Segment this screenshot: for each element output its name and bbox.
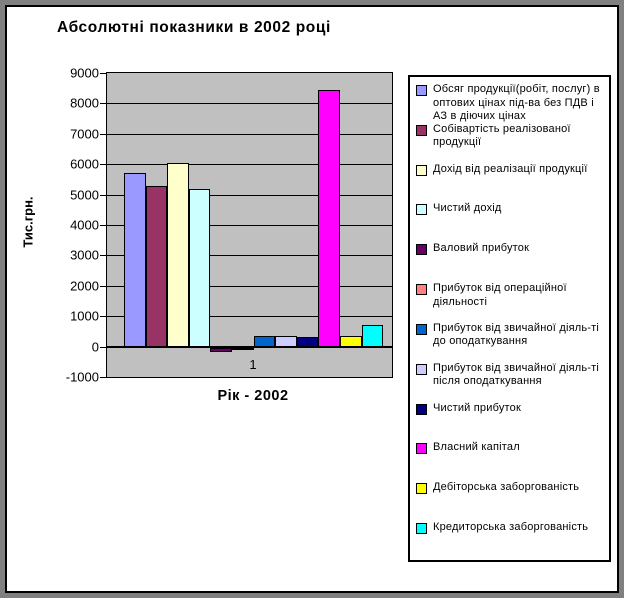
legend-label: Власний капітал — [433, 441, 520, 454]
legend-item[interactable]: Валовий прибуток — [416, 239, 607, 279]
legend-swatch-icon — [416, 363, 427, 375]
gridline — [107, 255, 392, 257]
gridline — [107, 164, 392, 166]
y-tick-mark — [100, 316, 106, 318]
legend-swatch-icon — [416, 443, 427, 455]
bar-series-10[interactable] — [318, 90, 340, 347]
bar-series-8[interactable] — [275, 336, 297, 347]
legend-swatch-icon — [416, 523, 427, 535]
gridline — [107, 225, 392, 226]
bar-series-3[interactable] — [167, 163, 189, 347]
category-axis-line — [107, 345, 392, 348]
legend-label: Прибуток від звичайної діяль-ті до опода… — [433, 321, 600, 348]
y-tick-mark — [100, 73, 106, 74]
y-tick-label: 7000 — [70, 126, 99, 142]
legend-label: Кредиторська заборгованість — [433, 521, 589, 534]
plot-area[interactable]: 1 — [106, 72, 393, 378]
legend-label: Прибуток від операційної діяльності — [433, 282, 567, 308]
gridline — [107, 133, 392, 135]
legend-item[interactable]: Прибуток від звичайної діяль-ті до опода… — [416, 319, 607, 359]
legend-swatch-icon — [416, 483, 427, 495]
legend[interactable]: Обсяг продукції(робіт, послуг) в оптових… — [408, 75, 611, 562]
legend-item[interactable]: Прибуток від операційної діяльності — [416, 279, 607, 319]
bar-series-5[interactable] — [210, 347, 232, 353]
y-tick-label: 5000 — [70, 187, 99, 203]
bar-series-4[interactable] — [188, 189, 211, 347]
legend-item[interactable]: Дебіторська заборгованість — [416, 478, 607, 518]
gridline — [107, 103, 392, 105]
y-tick-mark — [100, 377, 106, 378]
legend-swatch-icon — [416, 284, 427, 296]
legend-item[interactable]: Дохід від реалізації продукції — [416, 160, 607, 200]
legend-label: Прибуток від звичайної діяль-ті після оп… — [433, 361, 600, 388]
y-tick-label: 2000 — [70, 278, 99, 294]
chart-title: Абсолютні показники в 2002 році — [57, 19, 331, 36]
legend-swatch-icon — [416, 403, 427, 415]
y-tick-label: 3000 — [70, 247, 99, 263]
legend-item[interactable]: Власний капітал — [416, 438, 607, 478]
bar-series-9[interactable] — [296, 336, 319, 347]
y-tick-mark — [100, 255, 106, 257]
y-tick-mark — [100, 285, 106, 287]
y-tick-label: -1000 — [65, 369, 99, 385]
legend-label: Валовий прибуток — [433, 242, 530, 255]
bar-series-11[interactable] — [340, 336, 362, 347]
x-axis-title: Рік - 2002 — [217, 388, 289, 404]
bar-series-6[interactable] — [232, 347, 254, 351]
legend-swatch-icon — [416, 85, 427, 96]
y-tick-label: 8000 — [70, 95, 99, 111]
gridline — [107, 316, 392, 318]
y-tick-label: 1000 — [70, 308, 99, 324]
legend-swatch-icon — [416, 244, 427, 256]
legend-label: Собівартість реалізованої продукції — [433, 122, 571, 149]
legend-label: Чистий прибуток — [433, 401, 521, 414]
legend-label: Чистий дохід — [433, 202, 502, 215]
bar-series-7[interactable] — [253, 335, 276, 347]
y-tick-mark — [100, 133, 106, 135]
legend-item[interactable]: Чистий прибуток — [416, 399, 607, 439]
y-tick-mark — [100, 194, 106, 196]
y-tick-label: 4000 — [70, 217, 99, 233]
y-tick-mark — [100, 225, 106, 226]
bar-series-2[interactable] — [145, 186, 168, 347]
legend-swatch-icon — [416, 124, 427, 136]
bar-series-1[interactable] — [124, 172, 146, 347]
legend-label: Дебіторська заборгованість — [433, 481, 580, 494]
legend-item[interactable]: Чистий дохід — [416, 199, 607, 239]
gridline — [107, 285, 392, 287]
legend-item[interactable]: Прибуток від звичайної діяль-ті після оп… — [416, 359, 607, 399]
legend-item[interactable]: Кредиторська заборгованість — [416, 518, 607, 558]
chart-canvas: Абсолютні показники в 2002 році Тис.грн.… — [5, 5, 619, 593]
legend-item[interactable]: Собівартість реалізованої продукції — [416, 120, 607, 160]
legend-item[interactable]: Обсяг продукції(робіт, послуг) в оптових… — [416, 80, 607, 122]
legend-swatch-icon — [416, 164, 427, 176]
y-tick-label: 6000 — [70, 156, 99, 172]
legend-swatch-icon — [416, 323, 427, 335]
y-tick-mark — [100, 103, 106, 105]
legend-label: Обсяг продукції(робіт, послуг) в оптових… — [433, 83, 600, 122]
y-tick-mark — [100, 346, 106, 348]
y-tick-label: 0 — [91, 339, 99, 355]
y-axis: 9000 8000 7000 6000 5000 4000 3000 2000 1000 0 -10… — [7, 7, 107, 591]
legend-label: Дохід від реалізації продукції — [433, 162, 588, 175]
legend-swatch-icon — [416, 204, 427, 216]
bar-series-12[interactable] — [361, 325, 384, 347]
y-tick-mark — [100, 164, 106, 166]
category-label: 1 — [249, 357, 257, 372]
gridline — [107, 194, 392, 196]
y-tick-label: 9000 — [70, 65, 99, 81]
